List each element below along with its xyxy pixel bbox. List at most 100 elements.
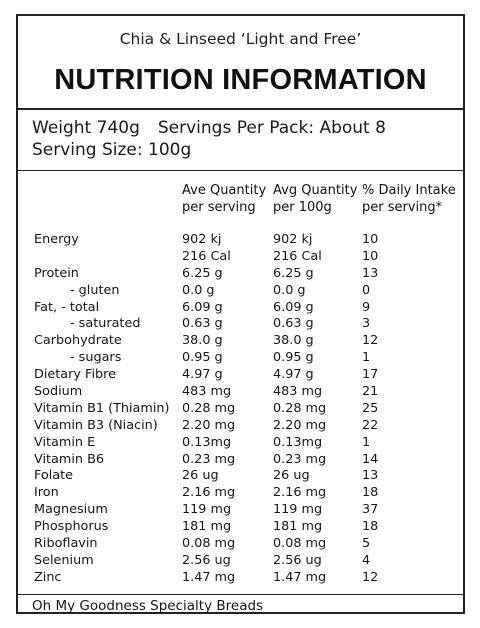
daily-intake-value: 3 — [362, 316, 371, 332]
nutrient-name: - gluten — [70, 282, 120, 298]
nutrient-name: Protein — [34, 265, 79, 281]
nutrient-name: Sodium — [34, 384, 83, 400]
table-row: Riboflavin 0.08 mg 0.08 mg 5 — [18, 536, 463, 553]
table-row: Iron 2.16 mg 2.16 mg 18 — [18, 485, 463, 502]
per-serving-value: 483 mg — [182, 384, 232, 400]
servings-per-pack-text: Servings Per Pack: About 8 — [157, 118, 386, 138]
nutrient-name: Energy — [34, 232, 79, 247]
table-row: - sugars 0.95 g 0.95 g 1 — [18, 350, 463, 367]
table-row: Sodium 483 mg 483 mg 21 — [18, 384, 463, 401]
table-row: Dietary Fibre 4.97 g 4.97 g 17 — [18, 367, 463, 384]
daily-intake-value: 22 — [362, 417, 379, 433]
nutrient-name: Phosphorus — [34, 519, 109, 535]
daily-intake-value: 5 — [362, 536, 371, 552]
table-row: Vitamin B6 0.23 mg 0.23 mg 14 — [18, 452, 463, 469]
daily-intake-value: 10 — [362, 248, 379, 264]
per-100g-value: 181 mg — [273, 519, 323, 535]
per-100g-value: 38.0 g — [273, 333, 314, 349]
per-serving-value: 4.97 g — [182, 367, 223, 383]
per-100g-value: 6.25 g — [273, 265, 314, 281]
table-row: Vitamin E 0.13mg 0.13mg 1 — [18, 435, 463, 452]
table-row: Carbohydrate 38.0 g 38.0 g 12 — [18, 333, 463, 350]
weight-text: Weight 740g — [32, 118, 140, 138]
table-row: Vitamin B1 (Thiamin) 0.28 mg 0.28 mg 25 — [18, 401, 463, 418]
daily-intake-value: 1 — [362, 434, 371, 450]
per-serving-value: 0.0 g — [182, 282, 215, 298]
nutrient-name: - sugars — [70, 350, 122, 366]
per-serving-value: 6.09 g — [182, 299, 223, 315]
daily-intake-value: 1 — [362, 350, 371, 366]
table-row: Fat, - total 6.09 g 6.09 g 9 — [18, 300, 463, 317]
table-row: Folate 26 ug 26 ug 13 — [18, 468, 463, 485]
nutrient-name: Fat, - total — [34, 299, 100, 315]
nutrient-name: Folate — [34, 468, 74, 484]
daily-intake-value: 12 — [362, 333, 379, 349]
per-100g-value: 0.13mg — [273, 434, 323, 450]
table-row: Energy 902 kj 902 kj 10 — [18, 232, 463, 249]
per-serving-value: 0.28 mg — [182, 400, 236, 416]
per-100g-value: 6.09 g — [273, 299, 314, 315]
table-row: Vitamin B3 (Niacin) 2.20 mg 2.20 mg 22 — [18, 418, 463, 435]
weight-servings-line: Weight 740g Servings Per Pack: About 8 — [32, 118, 386, 138]
nutrient-name: Vitamin B3 (Niacin) — [34, 417, 158, 433]
brand-footer: Oh My Goodness Specialty Breads — [32, 598, 264, 614]
per-100g-value: 216 Cal — [273, 248, 322, 264]
nutrient-name: Vitamin E — [34, 434, 96, 450]
per-100g-value: 0.63 g — [273, 316, 314, 332]
daily-intake-value: 12 — [362, 569, 379, 585]
nutrient-table: Energy 902 kj 902 kj 10 216 Cal 216 Cal 10 Prot… — [18, 232, 463, 587]
per-serving-value: 0.13mg — [182, 434, 232, 450]
nutrient-name: Zinc — [34, 569, 62, 585]
per-100g-value: 2.20 mg — [273, 417, 327, 433]
per-serving-value: 1.47 mg — [182, 569, 236, 585]
daily-intake-value: 10 — [362, 232, 379, 247]
per-100g-value: 0.0 g — [273, 282, 306, 298]
per-100g-value: 0.95 g — [273, 350, 314, 366]
serving-size-text: Serving Size: 100g — [32, 140, 192, 160]
table-row: - gluten 0.0 g 0.0 g 0 — [18, 283, 463, 300]
footer-divider — [18, 594, 463, 595]
nutrient-name: Carbohydrate — [34, 333, 122, 349]
nutrient-name: Iron — [34, 485, 59, 501]
table-row: Selenium 2.56 ug 2.56 ug 4 — [18, 553, 463, 570]
per-serving-value: 0.08 mg — [182, 536, 236, 552]
daily-intake-value: 17 — [362, 367, 379, 383]
column-header-per-100g: Avg Quantity per 100g — [273, 183, 358, 215]
daily-intake-value: 18 — [362, 519, 379, 535]
per-serving-value: 0.95 g — [182, 350, 223, 366]
panel-title: NUTRITION INFORMATION — [54, 64, 427, 96]
per-serving-value: 2.16 mg — [182, 485, 236, 501]
nutrient-name: Selenium — [34, 552, 94, 568]
daily-intake-value: 13 — [362, 265, 379, 281]
daily-intake-value: 4 — [362, 552, 371, 568]
nutrient-name: Riboflavin — [34, 536, 98, 552]
per-serving-value: 216 Cal — [182, 248, 231, 264]
daily-intake-value: 25 — [362, 400, 379, 416]
per-serving-value: 902 kj — [182, 232, 222, 247]
per-100g-value: 119 mg — [273, 502, 323, 518]
per-serving-value: 0.23 mg — [182, 451, 236, 467]
per-serving-value: 181 mg — [182, 519, 232, 535]
per-100g-value: 0.08 mg — [273, 536, 327, 552]
daily-intake-value: 37 — [362, 502, 379, 518]
per-serving-value: 0.63 g — [182, 316, 223, 332]
column-header-daily-intake: % Daily Intake per serving* — [362, 183, 456, 215]
daily-intake-value: 9 — [362, 299, 371, 315]
per-100g-value: 2.16 mg — [273, 485, 327, 501]
per-100g-value: 4.97 g — [273, 367, 314, 383]
daily-intake-value: 21 — [362, 384, 379, 400]
nutrient-name: Vitamin B6 — [34, 451, 105, 467]
per-100g-value: 0.28 mg — [273, 400, 327, 416]
title-divider — [18, 108, 463, 110]
product-name: Chia & Linseed ‘Light and Free’ — [119, 30, 362, 48]
daily-intake-value: 0 — [362, 282, 371, 298]
per-serving-value: 2.56 ug — [182, 552, 231, 568]
serving-divider — [18, 170, 463, 171]
per-serving-value: 6.25 g — [182, 265, 223, 281]
daily-intake-value: 14 — [362, 451, 379, 467]
per-100g-value: 26 ug — [273, 468, 310, 484]
nutrient-name: Dietary Fibre — [34, 367, 117, 383]
per-serving-value: 119 mg — [182, 502, 232, 518]
table-row: 216 Cal 216 Cal 10 — [18, 249, 463, 266]
column-header-per-serving: Ave Quantity per serving — [182, 183, 267, 215]
